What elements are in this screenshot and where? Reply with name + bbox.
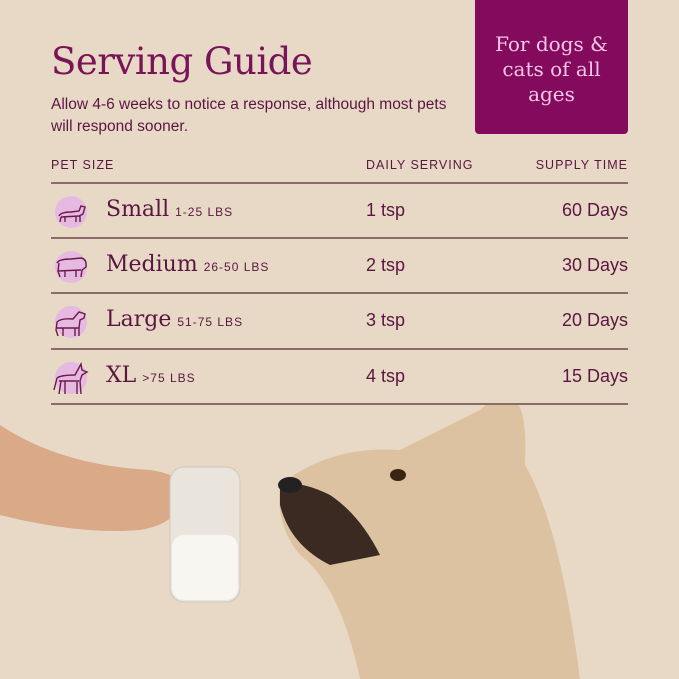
divider [51,348,628,350]
badge-text: For dogs & cats of all ages [495,32,608,106]
pet-size: Medium 26-50 LBS [106,252,269,277]
table-row: XL >75 LBS 4 tsp 15 Days [51,350,628,405]
doberman-icon [51,360,91,396]
supply-time: 15 Days [561,366,628,386]
supply-time: 20 Days [561,310,628,330]
supply-time: 60 Days [561,200,628,220]
weight-range: 26-50 LBS [203,260,270,274]
supply-time: 30 Days [561,255,628,275]
daily-serving: 2 tsp [366,255,406,275]
header-supply-time: SUPPLY TIME [535,158,628,172]
subtitle: Allow 4-6 weeks to notice a response, al… [51,96,447,135]
weight-range: 51-75 LBS [177,315,244,329]
audience-badge: For dogs & cats of all ages [475,0,628,134]
header-pet-size: PET SIZE [51,158,115,172]
divider [51,237,628,239]
weight-range: 1-25 LBS [175,205,234,219]
size-label: Small [106,197,170,222]
dog-and-hand-photo [0,405,580,679]
divider [51,292,628,294]
weight-range: >75 LBS [142,371,196,385]
size-label: XL [106,363,137,388]
pet-size: Small 1-25 LBS [106,197,233,222]
size-label: Medium [106,252,198,277]
size-label: Large [106,307,172,332]
daily-serving: 4 tsp [366,366,406,386]
divider [51,182,628,184]
retriever-icon [51,304,91,340]
bulldog-icon [51,249,91,285]
daily-serving: 3 tsp [366,310,406,330]
dachshund-icon [51,194,91,230]
table-row: Medium 26-50 LBS 2 tsp 30 Days [51,239,628,294]
table-row: Small 1-25 LBS 1 tsp 60 Days [51,184,628,239]
pet-size: Large 51-75 LBS [106,307,243,332]
pet-size: XL >75 LBS [106,363,196,388]
page-title: Serving Guide [51,40,313,83]
table-row: Large 51-75 LBS 3 tsp 20 Days [51,294,628,349]
divider [51,403,628,405]
daily-serving: 1 tsp [366,200,406,220]
header-daily-serving: DAILY SERVING [366,158,474,172]
